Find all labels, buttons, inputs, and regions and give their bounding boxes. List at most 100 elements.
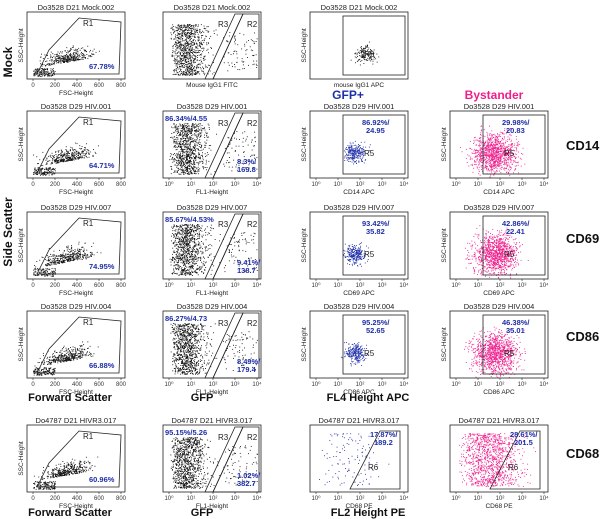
data-point — [190, 170, 192, 172]
data-point — [487, 170, 489, 172]
data-point — [187, 24, 189, 25]
data-point — [181, 63, 182, 64]
x-tick-label: 10³ — [378, 182, 387, 188]
data-point — [171, 168, 172, 170]
data-point — [498, 153, 500, 155]
data-point — [507, 145, 509, 147]
data-point — [507, 158, 508, 160]
data-point — [41, 168, 43, 170]
data-point — [488, 147, 490, 148]
data-point — [88, 152, 90, 154]
data-point — [182, 171, 184, 173]
data-point — [184, 127, 186, 129]
data-point — [497, 164, 499, 166]
label-fl2: FL2 Height PE — [331, 507, 406, 519]
data-point — [45, 174, 47, 176]
data-point — [177, 42, 179, 43]
data-point — [60, 160, 62, 162]
data-point — [180, 124, 182, 126]
data-point — [492, 148, 494, 150]
data-point — [489, 153, 491, 155]
plot-frame — [309, 11, 409, 80]
data-point — [502, 149, 504, 151]
data-point — [223, 56, 225, 58]
data-point — [353, 160, 355, 162]
data-point — [488, 150, 490, 152]
data-point — [180, 73, 181, 75]
data-point — [508, 149, 510, 151]
data-point — [188, 46, 190, 48]
data-point — [478, 161, 479, 163]
data-point — [249, 46, 251, 48]
data-point — [46, 275, 48, 277]
data-point — [74, 59, 75, 61]
data-point — [73, 153, 75, 154]
data-point — [201, 145, 203, 147]
data-point — [356, 148, 358, 150]
data-point — [207, 31, 209, 33]
data-point — [178, 157, 180, 159]
data-point — [77, 256, 79, 258]
data-point — [195, 70, 197, 72]
data-point — [501, 166, 503, 168]
data-point — [198, 51, 199, 53]
data-point — [490, 137, 492, 139]
data-point — [486, 146, 487, 148]
data-point — [72, 158, 74, 159]
data-point — [488, 151, 490, 153]
data-point — [197, 71, 198, 72]
data-point — [183, 171, 185, 173]
data-point — [493, 155, 494, 157]
data-point — [500, 148, 501, 150]
data-point — [60, 254, 62, 255]
data-point — [198, 162, 200, 164]
data-point — [75, 59, 76, 61]
data-point — [510, 156, 512, 158]
data-point — [375, 58, 377, 60]
data-point — [489, 170, 490, 172]
data-point — [87, 151, 89, 153]
data-point — [181, 161, 183, 163]
data-point — [173, 32, 174, 34]
data-point — [194, 133, 195, 135]
data-point — [174, 146, 176, 148]
data-point — [178, 132, 180, 134]
data-point — [73, 60, 75, 62]
data-point — [193, 141, 194, 143]
data-point — [505, 154, 507, 156]
x-axis-label: Mouse IgG1 FITC — [186, 82, 238, 89]
data-point — [498, 148, 499, 150]
data-point — [202, 162, 204, 164]
data-point — [63, 58, 65, 60]
data-point — [491, 134, 493, 136]
data-point — [189, 162, 191, 164]
data-point — [194, 70, 195, 72]
data-point — [497, 161, 499, 163]
data-point — [201, 129, 203, 131]
data-point — [74, 54, 76, 56]
data-point — [467, 154, 469, 156]
data-point — [197, 137, 198, 139]
data-point — [191, 55, 193, 57]
data-point — [175, 142, 177, 144]
data-point — [39, 69, 40, 71]
data-point — [80, 253, 81, 255]
data-point — [72, 257, 74, 259]
data-point — [352, 157, 353, 159]
data-point — [508, 148, 510, 149]
data-point — [84, 147, 86, 149]
data-point — [194, 42, 195, 44]
data-point — [82, 152, 84, 154]
data-point — [185, 172, 186, 174]
data-point — [42, 63, 44, 65]
data-point — [499, 167, 501, 169]
data-point — [170, 38, 172, 40]
data-point — [75, 159, 77, 160]
data-point — [185, 133, 187, 135]
data-point — [173, 146, 175, 148]
data-point — [42, 158, 44, 160]
data-point — [181, 48, 183, 50]
data-point — [85, 257, 86, 259]
data-point — [494, 150, 495, 151]
data-point — [183, 145, 185, 147]
